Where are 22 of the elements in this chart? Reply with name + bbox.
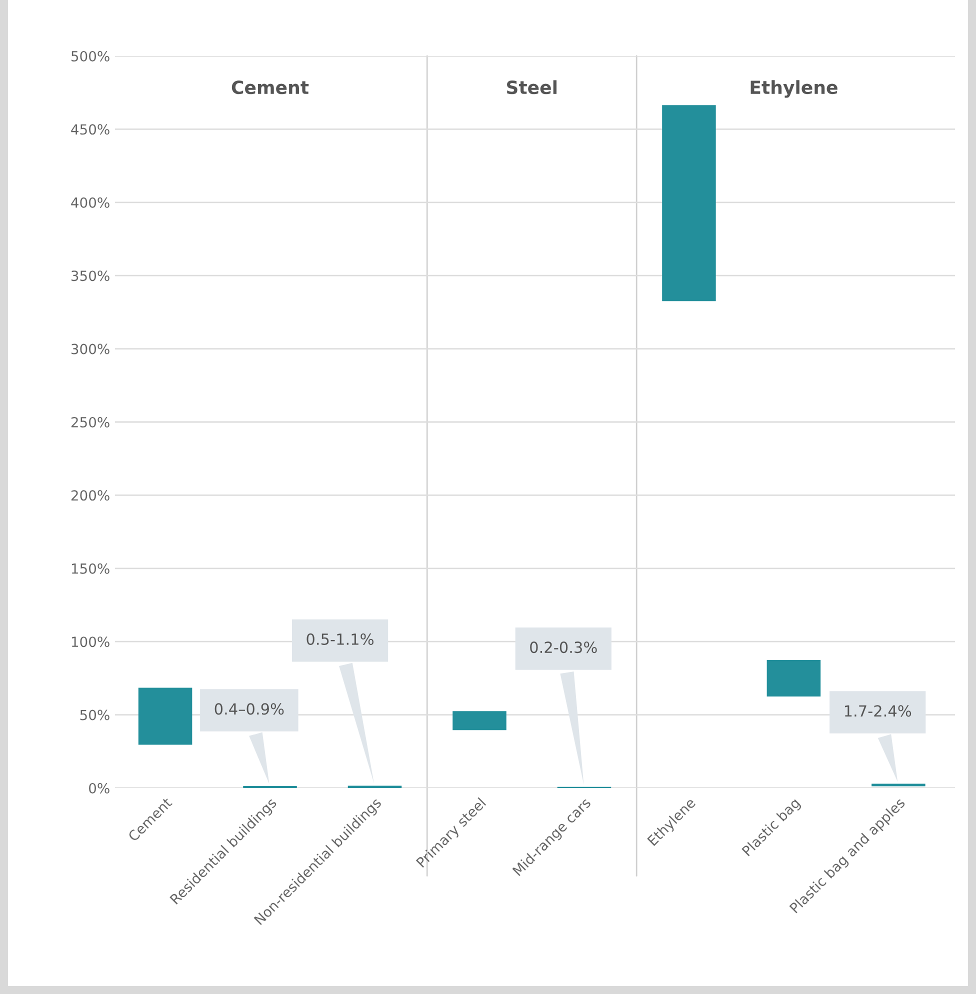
y-tick-label: 150% <box>72 563 110 574</box>
y-tick-label: 100% <box>72 636 110 648</box>
bar <box>138 688 192 745</box>
annotation: Steel <box>506 80 556 94</box>
y-tick-label: 350% <box>71 270 110 282</box>
y-tick-label: 500% <box>72 50 110 62</box>
annotation: 0.2-0.3% <box>530 642 597 654</box>
annotation: Cement <box>232 80 309 94</box>
annotation: 0.4–0.9% <box>214 703 284 715</box>
y-tick-label: 0% <box>89 782 110 794</box>
bar <box>766 660 821 696</box>
y-tick-label: 200% <box>71 490 110 501</box>
annotation: Ethylene <box>750 80 838 98</box>
y-tick-label: 300% <box>71 344 110 354</box>
bar <box>662 105 716 302</box>
y-tick-label: 50% <box>80 710 110 720</box>
annotation: 1.7-2.4% <box>844 705 912 717</box>
annotation: 0.5-1.1% <box>306 633 374 645</box>
y-tick-label: 400% <box>71 197 110 208</box>
y-tick-label: 250% <box>71 416 110 428</box>
y-tick-label: 450% <box>71 124 110 135</box>
bar <box>452 711 506 730</box>
